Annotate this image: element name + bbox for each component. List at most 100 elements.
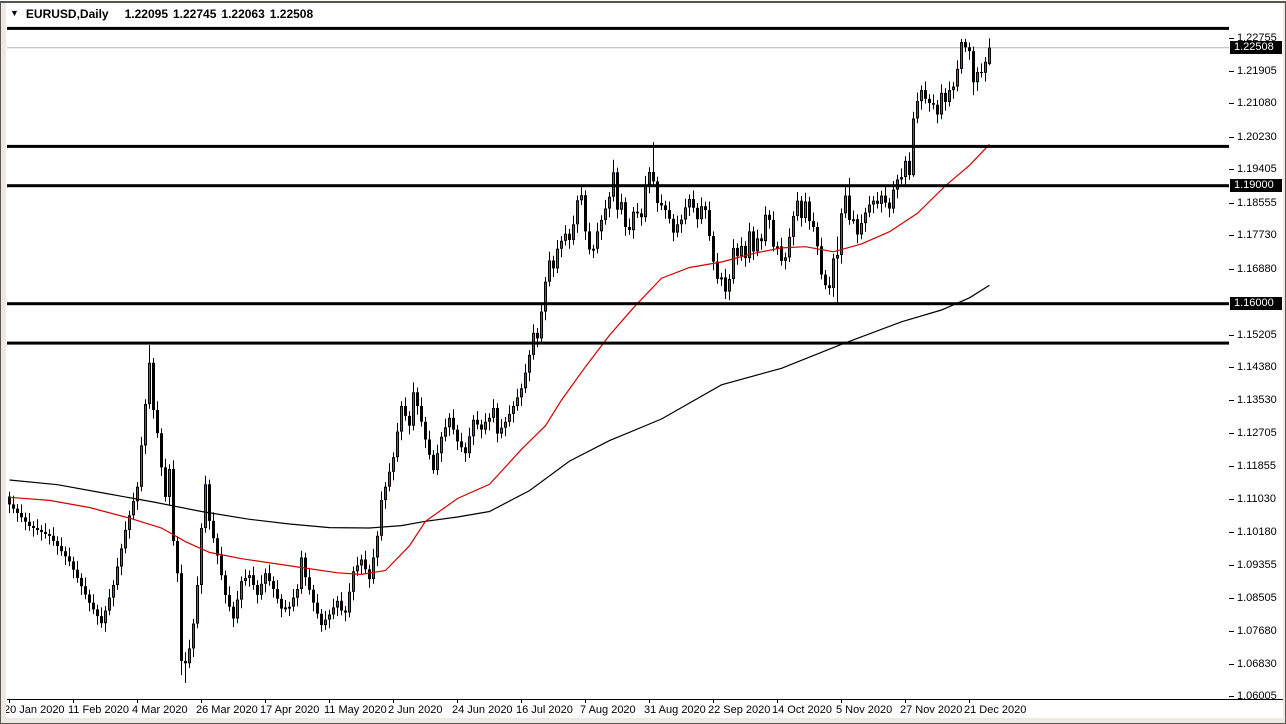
time-tick xyxy=(457,700,458,703)
price-tick xyxy=(1229,532,1234,534)
price-tick xyxy=(1229,696,1234,698)
time-tick xyxy=(521,700,522,703)
time-tick-label: 5 Nov 2020 xyxy=(836,704,893,716)
price-tick xyxy=(1229,466,1234,468)
time-tick-label: 4 Mar 2020 xyxy=(132,704,188,716)
horizontal-level-line[interactable] xyxy=(7,341,1229,345)
time-tick xyxy=(329,700,330,703)
price-tick-label: 1.20230 xyxy=(1237,130,1277,143)
price-tick xyxy=(1229,37,1234,39)
price-tick xyxy=(1229,367,1234,368)
bid-price-tag: 1.22508 xyxy=(1230,41,1282,55)
time-tick xyxy=(585,700,586,703)
price-tick-label: 1.19405 xyxy=(1237,163,1277,176)
time-tick-label: 11 May 2020 xyxy=(324,704,387,716)
horizontal-level-line[interactable] xyxy=(7,144,1229,148)
window-frame-right-inner xyxy=(1283,3,1285,718)
price-tick xyxy=(1229,169,1234,171)
time-tick-label: 27 Nov 2020 xyxy=(900,704,963,716)
ohlc-readout: 1.22095 1.22745 1.22063 1.22508 xyxy=(125,7,319,21)
time-tick xyxy=(137,700,138,703)
time-tick xyxy=(649,700,650,703)
level-price-tag: 1.16000 xyxy=(1230,297,1282,311)
time-tick-label: 11 Feb 2020 xyxy=(68,704,129,716)
price-tick-label: 1.21905 xyxy=(1237,64,1277,77)
price-tick-label: 1.11855 xyxy=(1237,460,1276,473)
time-tick xyxy=(969,700,970,703)
price-axis[interactable]: 1.22755 1.21905 1.21080 1.20230 1.19405 1.185… xyxy=(1229,24,1286,703)
price-tick xyxy=(1229,432,1234,434)
time-tick xyxy=(713,700,714,703)
time-tick-label: 20 Jan 2020 xyxy=(4,704,65,716)
time-tick-label: 17 Apr 2020 xyxy=(260,704,320,716)
price-tick-label: 1.14380 xyxy=(1237,361,1277,373)
candlestick-plot-area[interactable] xyxy=(7,24,1229,700)
price-tick xyxy=(1229,630,1234,632)
time-tick xyxy=(9,700,10,703)
price-tick-label: 1.16880 xyxy=(1237,262,1277,275)
price-tick-label: 1.18555 xyxy=(1237,196,1277,209)
time-tick-label: 2 Jun 2020 xyxy=(388,704,443,716)
price-tick xyxy=(1229,136,1234,138)
ohlc-open: 1.22095 xyxy=(124,6,168,21)
time-tick xyxy=(393,700,394,703)
time-tick xyxy=(905,700,906,703)
price-tick-label: 1.12705 xyxy=(1237,426,1277,439)
price-tick xyxy=(1229,564,1234,566)
price-tick-label: 1.13530 xyxy=(1237,394,1277,407)
chart-header: ▼ EURUSD,Daily 1.22095 1.22745 1.22063 1.22… xyxy=(7,3,1227,24)
window-frame-bottom xyxy=(1,718,1285,724)
time-tick-label: 26 Mar 2020 xyxy=(196,704,258,716)
price-tick-label: 1.09355 xyxy=(1237,558,1277,571)
price-tick-label: 1.10180 xyxy=(1237,526,1277,539)
price-tick xyxy=(1229,202,1234,204)
window-frame-left-inner xyxy=(1,3,6,718)
time-tick-label: 24 Jun 2020 xyxy=(452,704,513,716)
window-frame-top-highlight xyxy=(0,0,1286,1)
price-tick-label: 1.21080 xyxy=(1237,97,1277,110)
ohlc-low: 1.22063 xyxy=(221,6,265,21)
time-axis[interactable]: 20 Jan 2020 11 Feb 2020 4 Mar 2020 26 Mar 2… xyxy=(4,700,1229,718)
time-tick-label: 14 Oct 2020 xyxy=(772,704,832,716)
candles-layer xyxy=(8,38,991,683)
price-tick xyxy=(1229,235,1234,237)
symbol-timeframe-label: EURUSD,Daily xyxy=(25,6,109,21)
time-tick xyxy=(265,700,266,703)
price-tick xyxy=(1229,498,1234,500)
time-tick xyxy=(73,700,74,703)
time-tick-label: 22 Sep 2020 xyxy=(708,704,771,716)
price-tick-label: 1.06830 xyxy=(1237,658,1277,670)
time-tick-label: 16 Jul 2020 xyxy=(516,704,573,716)
time-tick-label: 21 Dec 2020 xyxy=(964,704,1027,716)
time-tick xyxy=(841,700,842,703)
price-tick xyxy=(1229,664,1234,665)
price-tick xyxy=(1229,70,1234,72)
price-tick-label: 1.22755 xyxy=(1237,31,1277,44)
time-tick xyxy=(201,700,202,703)
ma-fast-line xyxy=(9,143,990,576)
collapse-arrow-icon[interactable]: ▼ xyxy=(10,8,19,18)
window-frame-top xyxy=(0,1,1286,3)
horizontal-level-line[interactable] xyxy=(7,302,1229,306)
horizontal-level-line[interactable] xyxy=(7,184,1229,188)
horizontal-level-line[interactable] xyxy=(7,26,1229,30)
price-tick-label: 1.06005 xyxy=(1237,690,1277,703)
level-price-tag: 1.19000 xyxy=(1230,179,1282,193)
ohlc-close: 1.22508 xyxy=(269,6,314,21)
price-tick xyxy=(1229,334,1234,336)
price-tick-label: 1.11030 xyxy=(1237,492,1276,505)
price-tick-label: 1.15205 xyxy=(1237,328,1277,341)
price-tick xyxy=(1229,268,1234,270)
price-tick-label: 1.17730 xyxy=(1237,229,1277,242)
time-axis-border xyxy=(7,699,1285,700)
price-tick xyxy=(1229,598,1234,600)
time-tick xyxy=(777,700,778,703)
price-tick-label: 1.07680 xyxy=(1237,624,1277,637)
price-tick xyxy=(1229,103,1234,105)
time-tick-label: 31 Aug 2020 xyxy=(644,704,706,716)
time-tick-label: 7 Aug 2020 xyxy=(580,704,636,716)
window-frame-left xyxy=(0,3,1,724)
ma-slow-line xyxy=(9,284,990,529)
price-tick xyxy=(1229,400,1234,402)
